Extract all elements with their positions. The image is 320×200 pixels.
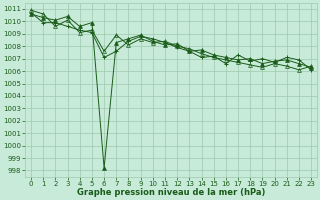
- X-axis label: Graphe pression niveau de la mer (hPa): Graphe pression niveau de la mer (hPa): [77, 188, 265, 197]
